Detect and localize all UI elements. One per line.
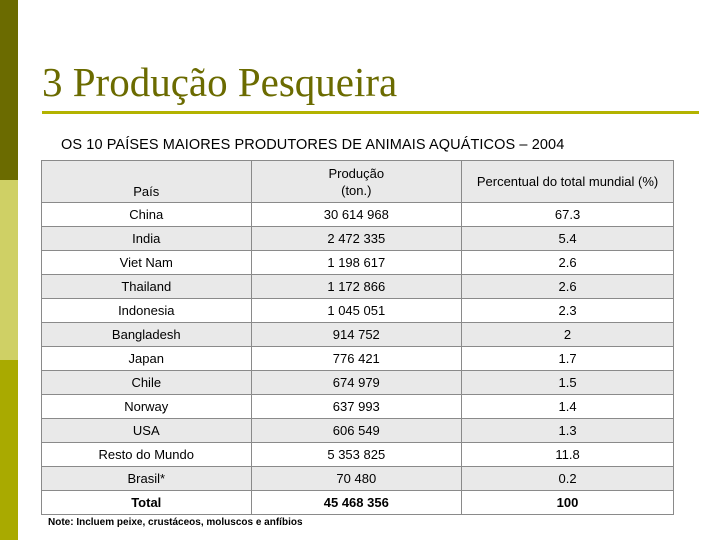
table-row: Norway 637 993 1.4 xyxy=(41,394,674,419)
table-row: Viet Nam 1 198 617 2.6 xyxy=(41,250,674,275)
cell-production: 1 172 866 xyxy=(250,274,463,299)
cell-country: Chile xyxy=(41,370,252,395)
cell-percent: 2.6 xyxy=(461,274,674,299)
cell-country: India xyxy=(41,226,252,251)
accent-bar-middle xyxy=(0,180,18,360)
cell-percent: 2.6 xyxy=(461,250,674,275)
table-row: Japan 776 421 1.7 xyxy=(41,346,674,371)
table-row: Thailand 1 172 866 2.6 xyxy=(41,274,674,299)
cell-country: USA xyxy=(41,418,252,443)
cell-country: Norway xyxy=(41,394,252,419)
cell-country: Resto do Mundo xyxy=(41,442,252,467)
cell-country: China xyxy=(41,202,252,227)
total-row: Total 45 468 356 100 xyxy=(41,490,674,515)
header-percent: Percentual do total mundial (%) xyxy=(461,160,674,203)
table-row: USA 606 549 1.3 xyxy=(41,418,674,443)
table-row: Brasil* 70 480 0.2 xyxy=(41,466,674,491)
accent-bar-top xyxy=(0,0,18,180)
cell-percent: 0.2 xyxy=(461,466,674,491)
cell-production: 30 614 968 xyxy=(250,202,463,227)
cell-country: Thailand xyxy=(41,274,252,299)
table-row: Chile 674 979 1.5 xyxy=(41,370,674,395)
cell-production: 674 979 xyxy=(250,370,463,395)
cell-country: Viet Nam xyxy=(41,250,252,275)
header-country: País xyxy=(41,160,252,203)
cell-percent: 1.7 xyxy=(461,346,674,371)
cell-percent: 100 xyxy=(461,490,674,515)
table-row: Resto do Mundo 5 353 825 11.8 xyxy=(41,442,674,467)
cell-percent: 67.3 xyxy=(461,202,674,227)
header-production: Produção (ton.) xyxy=(250,160,463,203)
cell-production: 45 468 356 xyxy=(250,490,463,515)
header-production-label: Produção (ton.) xyxy=(328,165,385,198)
production-table: País Produção (ton.) Percentual do total… xyxy=(41,160,674,515)
footnote: Note: Incluem peixe, crustáceos, molusco… xyxy=(48,517,303,528)
cell-production: 606 549 xyxy=(250,418,463,443)
cell-production: 1 045 051 xyxy=(250,298,463,323)
slide-title: 3 Produção Pesqueira xyxy=(42,59,398,105)
cell-production: 70 480 xyxy=(250,466,463,491)
cell-country: Bangladesh xyxy=(41,322,252,347)
cell-percent: 1.5 xyxy=(461,370,674,395)
table-row: India 2 472 335 5.4 xyxy=(41,226,674,251)
cell-production: 776 421 xyxy=(250,346,463,371)
cell-country: Total xyxy=(41,490,252,515)
accent-bar-bottom xyxy=(0,360,18,540)
cell-country: Brasil* xyxy=(41,466,252,491)
header-percent-label: Percentual do total mundial (%) xyxy=(476,174,659,189)
table-row: Bangladesh 914 752 2 xyxy=(41,322,674,347)
cell-percent: 2 xyxy=(461,322,674,347)
title-underline xyxy=(42,111,699,114)
cell-percent: 2.3 xyxy=(461,298,674,323)
table-caption: OS 10 PAÍSES MAIORES PRODUTORES DE ANIMA… xyxy=(61,137,565,153)
table-header-row: País Produção (ton.) Percentual do total… xyxy=(41,160,674,203)
cell-production: 914 752 xyxy=(250,322,463,347)
table-row: Indonesia 1 045 051 2.3 xyxy=(41,298,674,323)
cell-percent: 1.4 xyxy=(461,394,674,419)
cell-production: 5 353 825 xyxy=(250,442,463,467)
cell-production: 2 472 335 xyxy=(250,226,463,251)
cell-production: 1 198 617 xyxy=(250,250,463,275)
cell-country: Japan xyxy=(41,346,252,371)
table-row: China 30 614 968 67.3 xyxy=(41,202,674,227)
cell-production: 637 993 xyxy=(250,394,463,419)
cell-percent: 1.3 xyxy=(461,418,674,443)
cell-percent: 11.8 xyxy=(461,442,674,467)
cell-country: Indonesia xyxy=(41,298,252,323)
cell-percent: 5.4 xyxy=(461,226,674,251)
